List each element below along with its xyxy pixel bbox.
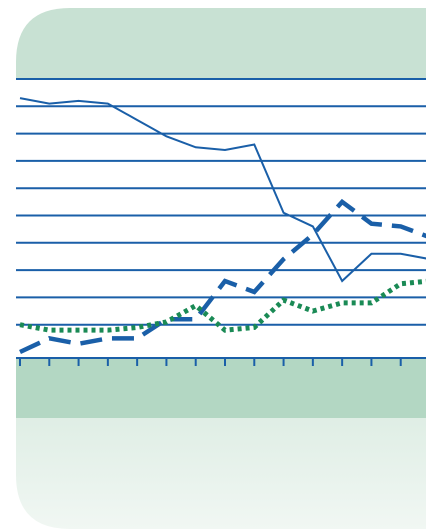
plot-area bbox=[16, 80, 426, 358]
x-axis-ticks bbox=[16, 357, 426, 366]
left-margin-cover bbox=[0, 80, 16, 358]
background bbox=[0, 8, 426, 529]
gridlines bbox=[16, 78, 426, 326]
bottom-panel bbox=[16, 418, 426, 529]
axis-band bbox=[16, 358, 426, 418]
top-header-band bbox=[16, 8, 426, 80]
series-line-dotted bbox=[19, 278, 426, 333]
series-line-dashed bbox=[19, 198, 426, 355]
series-lines bbox=[19, 97, 426, 355]
series-line-solid bbox=[19, 97, 426, 283]
